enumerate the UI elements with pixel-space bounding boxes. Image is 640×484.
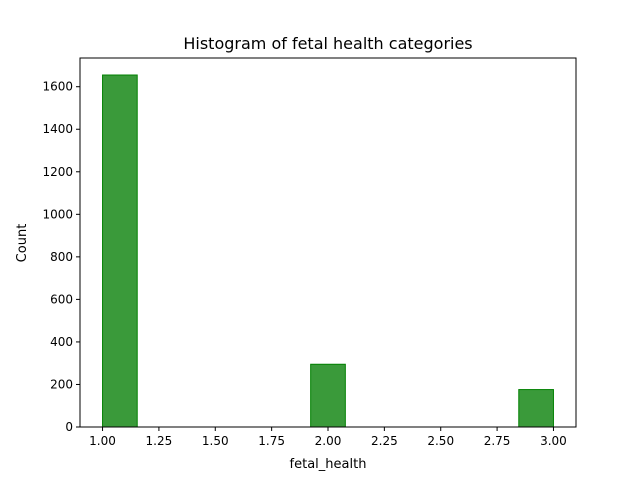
x-tick-label: 2.00 xyxy=(315,434,342,448)
histogram-bar-2 xyxy=(310,363,346,428)
histogram-bar-3 xyxy=(518,389,554,428)
x-tick-label: 2.50 xyxy=(427,434,454,448)
x-tick-label: 2.25 xyxy=(371,434,398,448)
plot-frame xyxy=(79,57,577,428)
y-axis-ticks: 0 200 400 600 800 1000 1200 1400 1600 xyxy=(42,80,80,434)
histogram-bar-1 xyxy=(102,74,138,428)
x-tick-label: 1.25 xyxy=(146,434,173,448)
y-tick-label: 0 xyxy=(65,420,73,434)
x-tick-label: 2.75 xyxy=(484,434,511,448)
x-axis-label: fetal_health xyxy=(290,457,367,472)
x-tick-label: 1.00 xyxy=(89,434,116,448)
y-tick-label: 800 xyxy=(50,250,73,264)
y-tick-label: 1400 xyxy=(42,122,73,136)
bars-group xyxy=(102,74,554,428)
y-tick-label: 1000 xyxy=(42,207,73,221)
y-tick-label: 1600 xyxy=(42,80,73,94)
y-tick-label: 200 xyxy=(50,377,73,391)
x-axis-ticks: 1.00 1.25 1.50 1.75 2.00 2.25 2.50 2.75 3.00 xyxy=(89,427,567,448)
x-tick-label: 1.50 xyxy=(202,434,229,448)
y-tick-label: 1200 xyxy=(42,165,73,179)
x-tick-label: 3.00 xyxy=(540,434,567,448)
x-tick-label: 1.75 xyxy=(258,434,285,448)
y-axis-label: Count xyxy=(15,224,30,263)
chart-title: Histogram of fetal health categories xyxy=(183,34,472,53)
y-tick-label: 600 xyxy=(50,292,73,306)
y-tick-label: 400 xyxy=(50,335,73,349)
